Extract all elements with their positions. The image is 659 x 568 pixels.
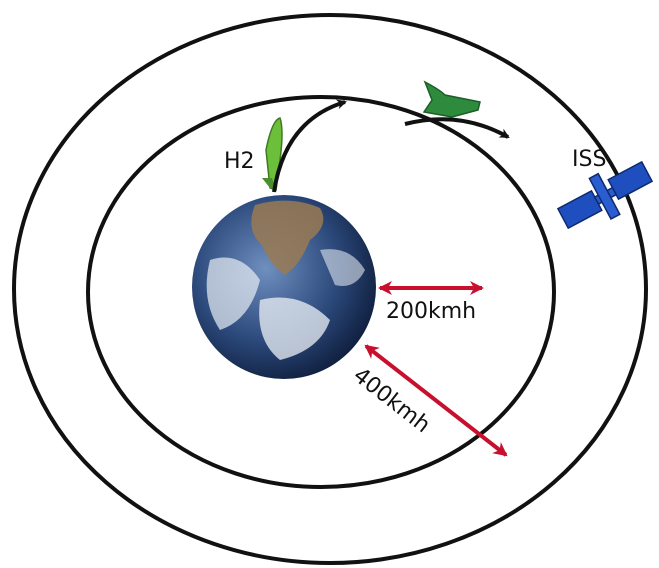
inner-orbit <box>86 95 556 489</box>
inner-distance-label: 200kmh <box>386 299 476 324</box>
shuttle <box>422 80 481 118</box>
earth <box>192 195 376 379</box>
outer-distance-label: 400kmh <box>348 363 434 438</box>
launch-arrow <box>272 99 347 193</box>
iss <box>556 160 654 230</box>
rocket-label: H2 <box>224 149 255 174</box>
outer-distance-arrow <box>364 344 508 457</box>
outer-orbit <box>12 13 648 565</box>
transfer-arrow <box>404 117 510 139</box>
iss-label: ISS <box>572 147 606 172</box>
rocket <box>262 117 283 191</box>
